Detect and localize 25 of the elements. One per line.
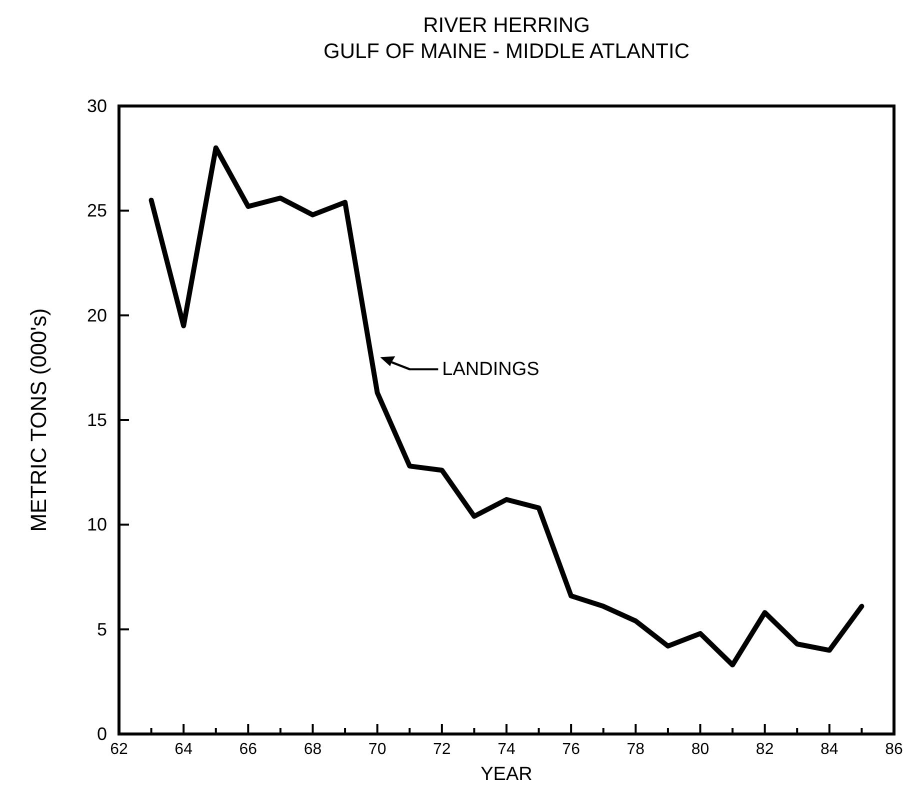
x-tick-label: 66 [239, 741, 258, 758]
y-tick-label: 5 [96, 619, 107, 640]
y-tick-label: 30 [86, 96, 107, 116]
x-tick-label: 78 [626, 741, 645, 758]
x-tick-label: 62 [110, 741, 128, 758]
x-tick-label: 80 [691, 741, 710, 758]
y-tick-label: 15 [86, 410, 107, 430]
x-tick-label: 72 [433, 741, 451, 758]
annotation: LANDINGS [442, 359, 540, 380]
x-tick-label: 74 [498, 741, 516, 758]
x-tick-label: 84 [820, 741, 838, 758]
chart-title: RIVER HERRING [423, 14, 590, 37]
y-tick-label: 25 [86, 200, 107, 221]
chart-subtitle: GULF OF MAINE - MIDDLE ATLANTIC [324, 40, 690, 63]
x-tick-label: 76 [562, 741, 580, 758]
y-axis-title: METRIC TONS (000's) [26, 308, 51, 532]
x-tick-label: 70 [368, 741, 386, 758]
y-tick-label: 20 [86, 305, 107, 326]
y-tick-label: 0 [96, 724, 107, 744]
x-axis-title: YEAR [480, 764, 532, 785]
x-tick-label: 86 [885, 741, 903, 758]
x-tick-label: 64 [174, 741, 193, 758]
x-tick-label: 68 [304, 741, 322, 758]
x-tick-label: 82 [756, 741, 774, 758]
y-tick-label: 10 [86, 514, 107, 535]
